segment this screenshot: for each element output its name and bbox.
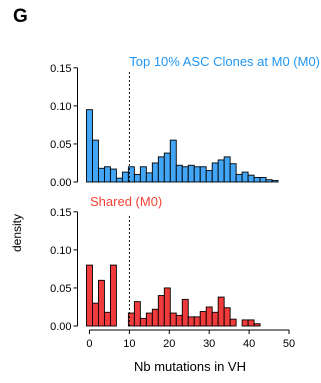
top-bar xyxy=(271,180,279,183)
y-axis-label: density xyxy=(10,214,24,252)
top-bar xyxy=(169,139,177,183)
x-axis-label: Nb mutations in VH xyxy=(134,359,246,374)
shared-bar xyxy=(103,311,111,327)
top-bar xyxy=(133,173,141,183)
top-bar xyxy=(229,163,237,183)
top-bar xyxy=(241,171,249,183)
shared-bar xyxy=(247,319,255,327)
x-tick-label: 40 xyxy=(243,338,255,350)
top-bar xyxy=(193,166,201,183)
x-tick-label: 0 xyxy=(86,338,92,350)
top-y-tick-label: 0.00 xyxy=(50,177,71,189)
x-tick-label: 20 xyxy=(163,338,175,350)
shared-bar xyxy=(157,295,165,327)
top-bar xyxy=(92,139,99,183)
top-bar xyxy=(181,166,189,183)
top-bar xyxy=(175,164,183,183)
top-bar xyxy=(145,172,153,183)
shared-bar xyxy=(217,296,225,327)
shared-bar xyxy=(187,316,195,327)
top-bar xyxy=(211,162,219,183)
x-tick-label: 10 xyxy=(123,338,135,350)
shared-bar xyxy=(86,264,93,327)
top-y-tick-label: 0.05 xyxy=(50,139,71,151)
shared-bar xyxy=(205,306,213,327)
top-bar xyxy=(163,152,171,183)
shared-y-tick-label: 0.00 xyxy=(50,321,71,333)
shared-bar xyxy=(211,311,219,327)
top-bar xyxy=(205,170,213,183)
shared-bar xyxy=(145,312,153,327)
top-bar xyxy=(187,164,195,183)
shared-bar xyxy=(151,308,159,327)
top-bar xyxy=(121,171,129,183)
top-bar xyxy=(265,179,273,183)
shared-bar xyxy=(199,311,207,327)
top-bar xyxy=(103,166,111,183)
shared-bar xyxy=(92,302,99,327)
top-bar xyxy=(253,176,261,183)
shared-bar xyxy=(223,307,231,327)
shared-bar xyxy=(98,279,105,327)
shared-bar xyxy=(139,317,147,327)
top-bar xyxy=(217,159,225,183)
top-bar xyxy=(157,156,165,183)
top-bar xyxy=(259,176,267,183)
shared-bar xyxy=(229,318,237,327)
top-bar xyxy=(86,109,93,183)
x-tick-label: 50 xyxy=(283,338,295,350)
top-bar xyxy=(151,162,159,183)
top-bar xyxy=(223,156,231,183)
shared-bar xyxy=(133,301,141,327)
shared-bar xyxy=(253,323,261,327)
top-bar xyxy=(199,166,207,183)
x-tick-label: 30 xyxy=(203,338,215,350)
shared-bar xyxy=(109,264,117,327)
shared-y-tick-label: 0.10 xyxy=(50,245,71,257)
shared-y-tick-label: 0.15 xyxy=(50,207,71,219)
shared-bar xyxy=(241,319,249,327)
shared-bar xyxy=(181,298,189,327)
top-bar xyxy=(115,177,123,183)
top-y-tick-label: 0.10 xyxy=(50,101,71,113)
top-bar xyxy=(98,167,105,183)
top-y-tick-label: 0.15 xyxy=(50,63,71,75)
shared-bar xyxy=(175,314,183,327)
top-bar xyxy=(109,168,117,183)
top-bar xyxy=(139,166,147,183)
panel-title-shared: Shared (M0) xyxy=(90,194,162,209)
panel-label: G xyxy=(13,6,28,27)
top-bar xyxy=(247,174,255,183)
shared-bar xyxy=(193,316,201,327)
top-bar xyxy=(235,173,243,183)
panel-title-top-clones: Top 10% ASC Clones at M0 (M0) xyxy=(129,54,320,69)
shared-bar xyxy=(163,287,171,327)
shared-bar xyxy=(169,312,177,327)
shared-y-tick-label: 0.05 xyxy=(50,283,71,295)
